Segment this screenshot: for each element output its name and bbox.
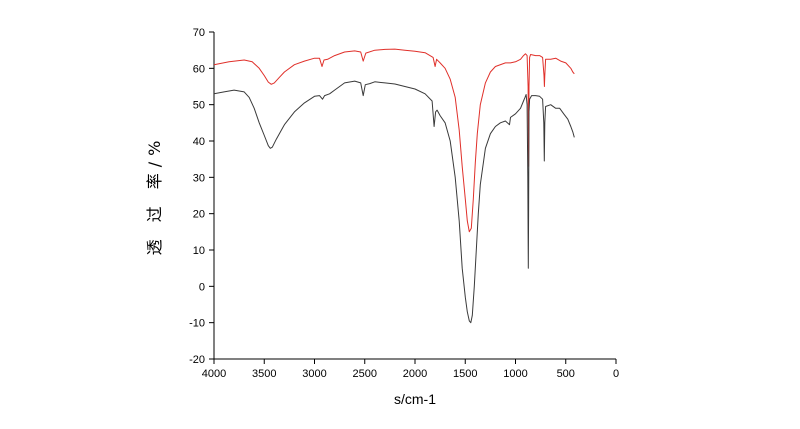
x-ticks: 4000 3500 3000 2500 2000 1500 1000 500 0 xyxy=(202,359,619,380)
y-tick-label: 70 xyxy=(193,27,205,39)
x-tick-label: 3500 xyxy=(252,368,276,380)
x-tick-label: 0 xyxy=(613,368,619,380)
y-axis-title: 透 过 率/% xyxy=(145,135,164,256)
y-tick-label: 10 xyxy=(193,245,205,257)
x-tick-label: 500 xyxy=(557,368,575,380)
x-tick-label: 1500 xyxy=(453,368,477,380)
x-axis-title: s/cm-1 xyxy=(394,391,436,407)
x-tick-label: 1000 xyxy=(503,368,527,380)
y-tick-label: -10 xyxy=(189,318,205,330)
x-tick-label: 2000 xyxy=(403,368,427,380)
plot-area: 4000 3500 3000 2500 2000 1500 1000 500 0 -20 -10 0… xyxy=(189,27,619,380)
y-tick-label: -20 xyxy=(189,354,205,366)
y-tick-label: 20 xyxy=(193,209,205,221)
y-tick-label: 0 xyxy=(199,281,205,293)
x-tick-label: 2500 xyxy=(353,368,377,380)
y-tick-label: 60 xyxy=(193,63,205,75)
x-tick-label: 4000 xyxy=(202,368,226,380)
y-tick-label: 40 xyxy=(193,136,205,148)
y-tick-label: 50 xyxy=(193,100,205,112)
y-tick-label: 30 xyxy=(193,172,205,184)
x-tick-label: 3000 xyxy=(302,368,326,380)
series-line-2 xyxy=(213,80,575,324)
series-group xyxy=(213,48,575,324)
series-line-1 xyxy=(213,48,575,233)
y-ticks: -20 -10 0 10 20 30 40 50 60 70 xyxy=(189,27,214,366)
